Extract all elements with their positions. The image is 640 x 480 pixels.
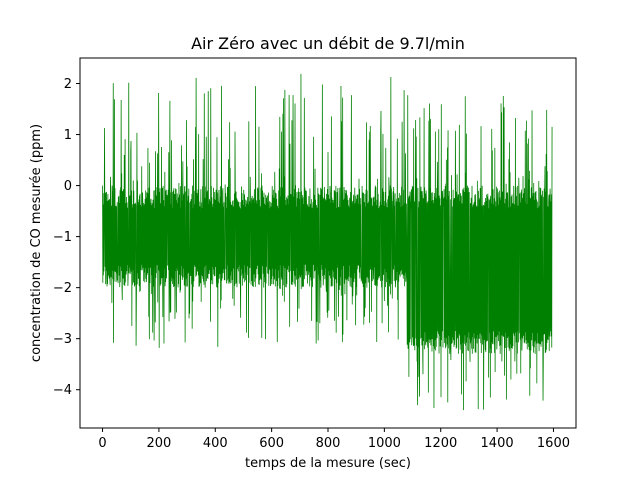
y-tick-label: −3 [53,332,72,347]
y-tick-label: 2 [64,77,72,92]
chart-title: Air Zéro avec un débit de 9.7l/min [191,34,465,53]
x-tick-label: 800 [316,436,341,451]
x-tick-label: 600 [259,436,284,451]
y-axis-label: concentration de CO mesurée (ppm) [29,124,44,362]
x-tick-label: 1200 [424,436,457,451]
x-tick-label: 400 [203,436,228,451]
x-tick-label: 1400 [481,436,514,451]
x-tick-label: 1600 [537,436,570,451]
x-tick-label: 200 [146,436,171,451]
series-line [102,73,553,411]
x-tick-label: 0 [98,436,106,451]
y-tick-label: 1 [64,128,72,143]
x-axis: 0 200 400 600 800 1000 1200 1400 1600 [98,428,570,451]
y-tick-label: −4 [53,383,72,398]
y-tick-label: −2 [53,281,72,296]
y-tick-label: 0 [64,179,72,194]
y-tick-label: −1 [53,230,72,245]
series-layer [102,73,553,411]
x-axis-label: temps de la mesure (sec) [245,456,411,471]
x-tick-label: 1000 [368,436,401,451]
y-axis: −4 −3 −2 −1 0 1 2 [53,77,80,398]
